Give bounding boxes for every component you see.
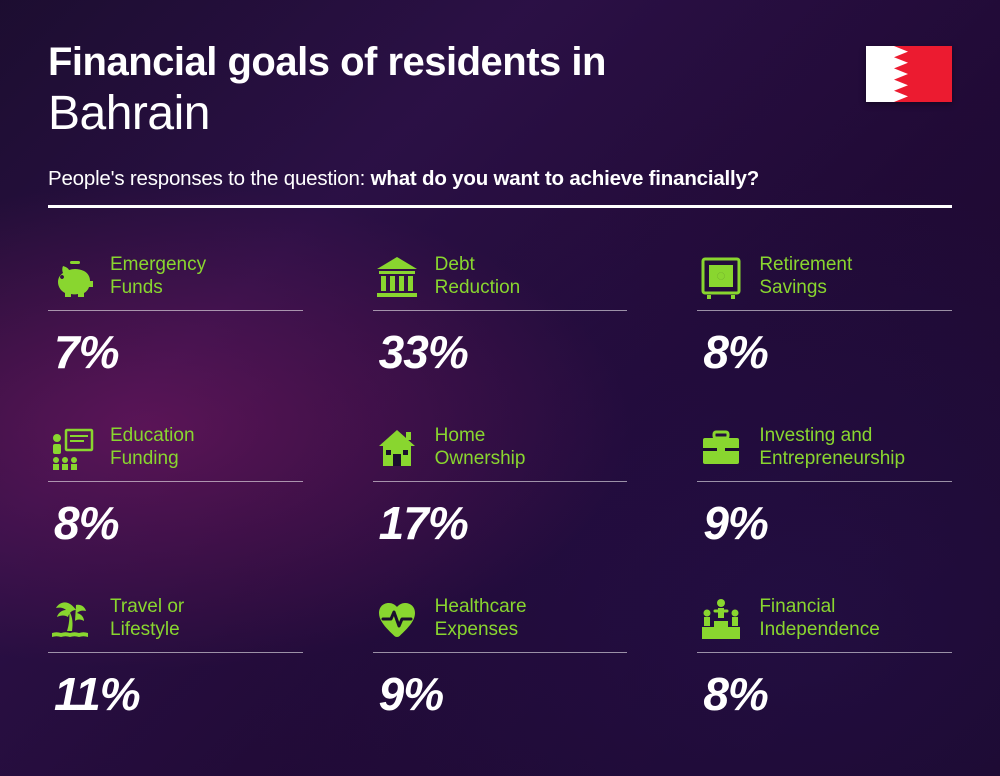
card-head: Debt Reduction <box>373 250 628 304</box>
card-divider <box>373 652 628 653</box>
stat-value: 11% <box>48 667 303 721</box>
stat-value: 7% <box>48 325 303 379</box>
card-head: Home Ownership <box>373 421 628 475</box>
header-divider <box>48 205 952 208</box>
education-icon <box>48 424 96 472</box>
stat-financial-independence: Financial Independence 8% <box>697 592 952 721</box>
stat-home-ownership: Home Ownership 17% <box>373 421 628 550</box>
stat-label: Travel or Lifestyle <box>110 596 184 642</box>
stat-healthcare: Healthcare Expenses 9% <box>373 592 628 721</box>
subtitle-prefix: People's responses to the question: <box>48 167 371 190</box>
card-head: Investing and Entrepreneurship <box>697 421 952 475</box>
card-divider <box>697 652 952 653</box>
header: Financial goals of residents in Bahrain … <box>48 40 952 208</box>
card-head: Retirement Savings <box>697 250 952 304</box>
stat-label: Investing and Entrepreneurship <box>759 425 905 471</box>
stats-grid: Emergency Funds 7% Debt Reduction 33% Re… <box>48 250 952 721</box>
stat-value: 9% <box>697 496 952 550</box>
stat-value: 8% <box>697 325 952 379</box>
stat-label: Debt Reduction <box>435 254 521 300</box>
card-head: Education Funding <box>48 421 303 475</box>
title-line1: Financial goals of residents in <box>48 40 952 84</box>
stat-label: Home Ownership <box>435 425 526 471</box>
stat-travel-lifestyle: Travel or Lifestyle 11% <box>48 592 303 721</box>
subtitle: People's responses to the question: what… <box>48 167 952 191</box>
subtitle-bold: what do you want to achieve financially? <box>371 167 759 190</box>
card-head: Travel or Lifestyle <box>48 592 303 646</box>
piggy-bank-icon <box>48 253 96 301</box>
card-divider <box>697 310 952 311</box>
stat-investing: Investing and Entrepreneurship 9% <box>697 421 952 550</box>
briefcase-icon <box>697 424 745 472</box>
home-icon <box>373 424 421 472</box>
stat-retirement-savings: Retirement Savings 8% <box>697 250 952 379</box>
stat-debt-reduction: Debt Reduction 33% <box>373 250 628 379</box>
stat-value: 8% <box>697 667 952 721</box>
stat-label: Emergency Funds <box>110 254 206 300</box>
heart-pulse-icon <box>373 595 421 643</box>
stat-value: 33% <box>373 325 628 379</box>
stat-label: Healthcare Expenses <box>435 596 527 642</box>
bahrain-flag <box>866 46 952 102</box>
stat-value: 9% <box>373 667 628 721</box>
bank-icon <box>373 253 421 301</box>
stat-label: Education Funding <box>110 425 195 471</box>
stat-label: Financial Independence <box>759 596 879 642</box>
title-line2: Bahrain <box>48 86 952 141</box>
podium-icon <box>697 595 745 643</box>
card-divider <box>48 310 303 311</box>
stat-emergency-funds: Emergency Funds 7% <box>48 250 303 379</box>
card-divider <box>373 481 628 482</box>
card-divider <box>48 652 303 653</box>
card-divider <box>697 481 952 482</box>
card-divider <box>48 481 303 482</box>
stat-value: 8% <box>48 496 303 550</box>
stat-label: Retirement Savings <box>759 254 852 300</box>
stat-education-funding: Education Funding 8% <box>48 421 303 550</box>
palm-tree-icon <box>48 595 96 643</box>
flag-serration-icon <box>894 46 908 102</box>
safe-icon <box>697 253 745 301</box>
card-divider <box>373 310 628 311</box>
card-head: Financial Independence <box>697 592 952 646</box>
card-head: Emergency Funds <box>48 250 303 304</box>
card-head: Healthcare Expenses <box>373 592 628 646</box>
stat-value: 17% <box>373 496 628 550</box>
flag-white <box>866 46 894 102</box>
